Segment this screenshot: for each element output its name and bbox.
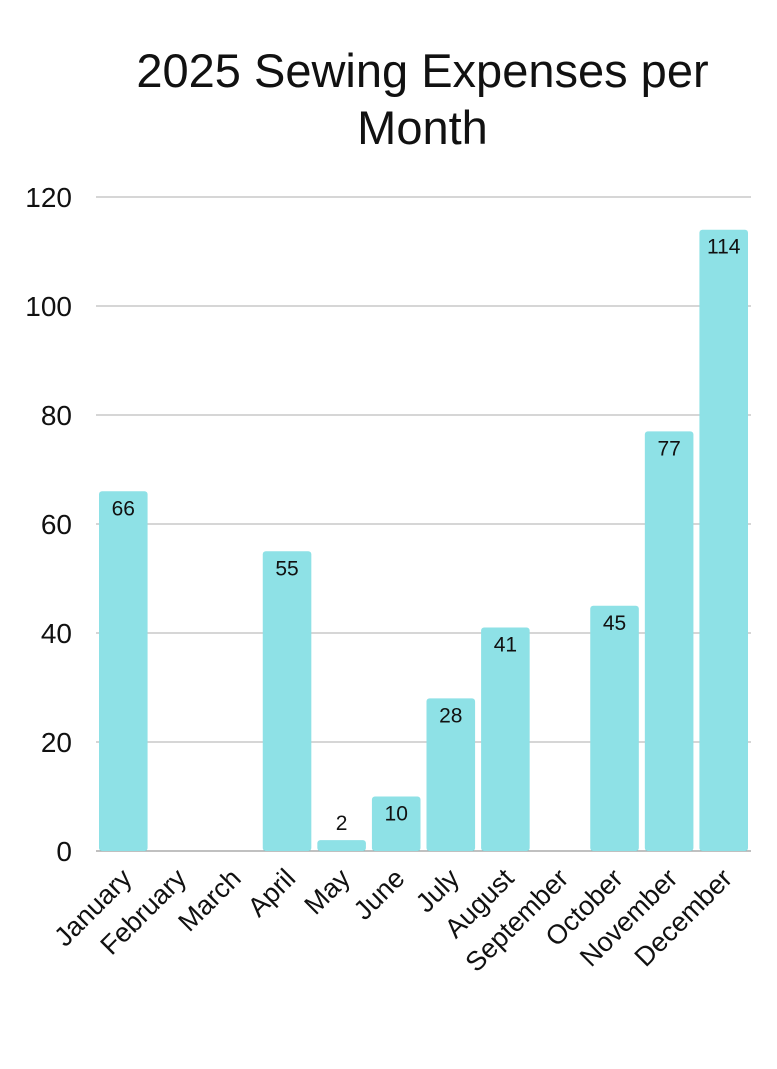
bar-july — [426, 698, 476, 851]
x-tick-label: June — [348, 863, 411, 926]
x-tick-label: April — [242, 863, 301, 922]
bar-june — [371, 796, 421, 851]
bar-december — [699, 229, 748, 851]
data-label-december: 114 — [707, 236, 741, 259]
data-label-june: 10 — [385, 803, 408, 826]
data-label-april: 55 — [275, 557, 298, 580]
y-tick-label: 0 — [56, 836, 72, 867]
bar-april — [262, 551, 312, 851]
data-label-january: 66 — [112, 497, 135, 520]
bar-august — [481, 627, 530, 851]
x-tick-label: March — [172, 863, 246, 937]
y-tick-label: 80 — [41, 400, 72, 431]
gridlines — [96, 196, 751, 852]
bar-january — [99, 491, 148, 851]
x-tick-label: May — [299, 863, 357, 921]
bar-may — [317, 840, 366, 851]
y-tick-label: 20 — [41, 727, 72, 758]
y-tick-label: 120 — [25, 182, 72, 213]
bar-october — [590, 605, 639, 851]
y-axis-ticks: 0 20 40 60 80 100 120 — [25, 182, 72, 867]
data-label-july: 28 — [439, 704, 462, 727]
data-label-october: 45 — [603, 612, 626, 635]
y-tick-label: 40 — [41, 618, 72, 649]
data-label-may: 2 — [336, 812, 348, 835]
data-labels: 66 55 2 10 28 41 45 77 114 — [112, 236, 741, 835]
bar-november — [644, 431, 694, 851]
data-label-august: 41 — [494, 634, 517, 657]
y-tick-label: 100 — [25, 291, 72, 322]
bars — [99, 229, 748, 851]
chart-title: 2025 Sewing Expenses per Month — [136, 44, 709, 154]
data-label-november: 77 — [657, 437, 680, 460]
y-tick-label: 60 — [41, 509, 72, 540]
